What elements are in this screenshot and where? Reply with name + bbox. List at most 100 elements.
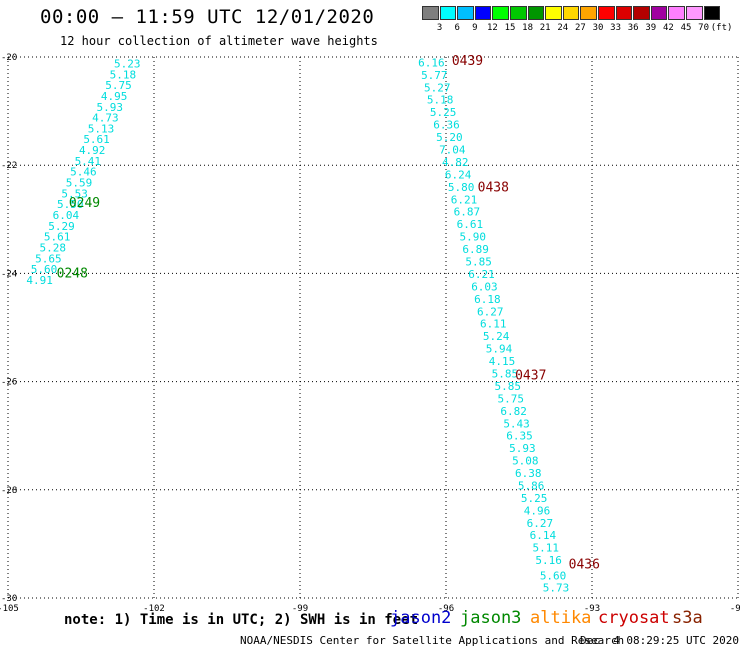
color-level-label: 36 xyxy=(627,23,639,33)
chart-title: 00:00 – 11:59 UTC 12/01/2020 xyxy=(40,6,375,28)
wave-height-label: 6.89 xyxy=(462,243,489,256)
wave-height-label: 6.27 xyxy=(527,517,554,530)
color-level-label: 30 xyxy=(592,23,604,33)
wave-height-label: 5.46 xyxy=(70,166,97,179)
color-swatch xyxy=(668,6,685,20)
wave-height-label: 4.92 xyxy=(79,144,106,157)
color-level-label: 27 xyxy=(574,23,586,33)
satellite-label-jason2: jason2 xyxy=(390,608,452,628)
wave-height-label: 5.27 xyxy=(424,81,451,94)
color-swatch xyxy=(633,6,650,20)
y-tick-label: -24 xyxy=(1,269,17,279)
wave-height-label: 5.93 xyxy=(96,101,123,114)
wave-height-label: 4.73 xyxy=(92,112,119,125)
wave-height-label: 6.03 xyxy=(471,280,498,293)
wave-height-label: 5.75 xyxy=(105,79,132,92)
wave-height-label: 6.82 xyxy=(500,405,527,418)
x-tick-label: -90 xyxy=(730,604,740,614)
wave-height-label: 5.61 xyxy=(44,231,71,244)
satellite-label-s3a: s3a xyxy=(672,608,703,628)
color-level-label: 12 xyxy=(486,23,498,33)
wave-height-label: 4.96 xyxy=(524,504,551,517)
wave-height-label: 6.14 xyxy=(530,529,557,542)
wave-height-label: 6.38 xyxy=(515,467,542,480)
color-swatch xyxy=(650,6,668,20)
wave-height-label: 4.82 xyxy=(442,156,469,169)
time-label: 0437 xyxy=(515,369,546,384)
wave-height-label: 6.04 xyxy=(53,209,80,222)
wave-height-label: 5.86 xyxy=(518,479,545,492)
wave-height-label: 5.75 xyxy=(497,392,524,405)
wave-height-label: 5.41 xyxy=(75,155,102,168)
wave-height-label: 5.77 xyxy=(421,69,448,82)
satellite-label-altika: altika xyxy=(530,608,592,628)
wave-height-label: 5.18 xyxy=(427,94,454,107)
x-tick-label: -93 xyxy=(584,604,600,614)
color-swatch xyxy=(545,6,562,20)
color-unit-label: (ft) xyxy=(710,23,733,33)
y-tick-label: -22 xyxy=(1,161,17,171)
wave-height-label: 5.25 xyxy=(521,492,548,505)
color-swatch xyxy=(598,6,615,20)
wave-height-label: 5.59 xyxy=(66,177,93,190)
satellite-label-jason3: jason3 xyxy=(460,608,522,628)
color-level-label: 70 xyxy=(698,23,710,33)
color-level-label: 39 xyxy=(645,23,657,33)
wave-height-label: 5.50 xyxy=(57,198,84,211)
wave-height-label: 5.20 xyxy=(436,131,463,144)
color-swatch xyxy=(562,6,580,20)
wave-height-label: 5.80 xyxy=(448,181,475,194)
color-swatch xyxy=(686,6,703,20)
color-level-label: 3 xyxy=(436,23,443,33)
wave-height-label: 6.21 xyxy=(451,193,478,206)
wave-height-label: 6.21 xyxy=(468,268,495,281)
wave-height-label: 5.24 xyxy=(483,330,510,343)
wave-height-label: 6.61 xyxy=(457,218,484,231)
wave-height-label: 5.16 xyxy=(535,554,562,567)
wave-height-label: 5.90 xyxy=(460,231,487,244)
wave-height-label: 5.11 xyxy=(533,542,560,555)
wave-height-label: 4.15 xyxy=(489,355,516,368)
color-swatch xyxy=(457,6,474,20)
wave-height-label: 6.27 xyxy=(477,305,504,318)
wave-height-label: 6.16 xyxy=(418,56,445,69)
wave-height-label: 7.04 xyxy=(439,144,466,157)
wave-height-label: 6.24 xyxy=(445,168,472,181)
time-label: 0436 xyxy=(569,557,600,572)
x-tick-label: -102 xyxy=(143,604,165,614)
color-swatch xyxy=(580,6,597,20)
y-tick-label: -26 xyxy=(1,378,17,388)
y-tick-label: -20 xyxy=(1,53,17,63)
color-swatch xyxy=(439,6,457,20)
x-tick-label: -105 xyxy=(0,604,19,614)
time-label: 0249 xyxy=(69,196,100,211)
wave-height-label: 5.18 xyxy=(110,68,137,81)
color-swatch xyxy=(422,6,439,20)
credit-line: NOAA/NESDIS Center for Satellite Applica… xyxy=(240,634,625,647)
color-level-label: 6 xyxy=(454,23,460,33)
wave-height-label: 6.36 xyxy=(433,119,460,132)
wave-height-label: 5.29 xyxy=(48,220,75,233)
color-level-label: 33 xyxy=(610,23,622,33)
wave-height-label: 4.91 xyxy=(26,274,53,287)
color-level-label: 18 xyxy=(522,23,534,33)
color-level-label: 42 xyxy=(662,23,674,33)
satellite-label-cryosat: cryosat xyxy=(598,608,670,628)
wave-height-label: 5.60 xyxy=(540,569,567,582)
x-tick-label: -96 xyxy=(438,604,454,614)
color-level-label: 45 xyxy=(680,23,692,33)
units-note: note: 1) Time is in UTC; 2) SWH is in fe… xyxy=(64,612,419,628)
color-level-label: 15 xyxy=(504,23,516,33)
color-swatch xyxy=(510,6,527,20)
wave-height-label: 5.28 xyxy=(40,241,67,254)
wave-height-label: 5.60 xyxy=(31,263,58,276)
wave-height-label: 5.94 xyxy=(486,343,513,356)
wave-height-label: 5.25 xyxy=(430,106,457,119)
wave-height-label: 5.61 xyxy=(83,133,110,146)
credit-date: Dec 4 08:29:25 UTC 2020 xyxy=(580,634,739,647)
color-swatch xyxy=(474,6,492,20)
time-label: 0439 xyxy=(452,54,483,69)
wave-height-label: 6.35 xyxy=(506,430,533,443)
wave-height-label: 5.65 xyxy=(35,252,62,265)
